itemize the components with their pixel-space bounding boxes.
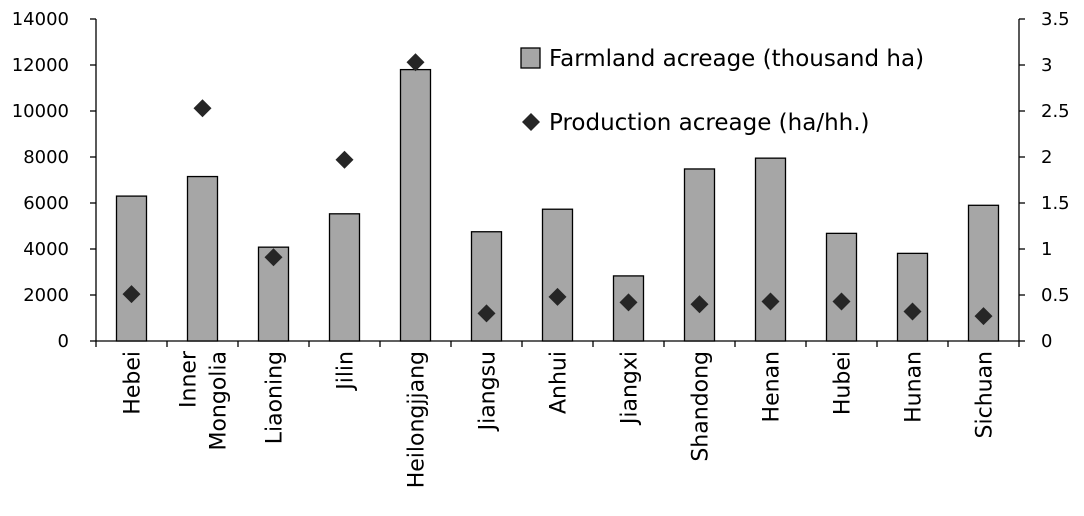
bar-farmland-jiangsu bbox=[470, 231, 503, 342]
bar-farmland-inner-mongolia bbox=[186, 175, 219, 342]
right-tick-label: 3.5 bbox=[1041, 9, 1070, 30]
left-tick-label: 10000 bbox=[12, 101, 69, 122]
bar-farmland-jilin bbox=[328, 213, 361, 342]
left-tick-label: 4000 bbox=[23, 239, 69, 260]
category-label: Inner bbox=[177, 350, 202, 408]
axes-layer: 0 2000 4000 6000 8000 10000 12000 14000 0 0.5 1 1.5… bbox=[12, 9, 1070, 352]
marker-production-heilongjjang bbox=[406, 53, 425, 72]
marker-production-jilin bbox=[335, 150, 354, 169]
bar-farmland-anhui bbox=[541, 208, 574, 342]
category-labels-layer: Hebei Inner Mongolia Liaoning Jilin Heilongjj… bbox=[121, 350, 998, 488]
legend-bar-swatch bbox=[520, 47, 541, 69]
category-label: Sichuan bbox=[973, 351, 998, 438]
bar-farmland-henan bbox=[754, 157, 787, 342]
marker-production-jiangsu bbox=[477, 304, 496, 323]
category-label: Heilongjjang bbox=[405, 351, 430, 488]
left-tick-label: 2000 bbox=[23, 285, 69, 306]
bar-farmland-hebei bbox=[115, 195, 148, 342]
right-tick-label: 1.5 bbox=[1041, 193, 1070, 214]
right-tick-label: 3 bbox=[1041, 55, 1052, 76]
bars-layer bbox=[115, 68, 1000, 342]
category-label: Hubei bbox=[831, 351, 856, 415]
legend-label-production: Production acreage (ha/hh.) bbox=[549, 110, 870, 136]
legend-label-farmland: Farmland acreage (thousand ha) bbox=[549, 46, 924, 72]
bar-farmland-shandong bbox=[683, 168, 716, 342]
left-tick-label: 8000 bbox=[23, 147, 69, 168]
marker-production-anhui bbox=[548, 287, 567, 306]
bar-farmland-hunan bbox=[896, 252, 929, 342]
right-tick-label: 0 bbox=[1041, 331, 1052, 352]
bar-farmland-hubei bbox=[825, 232, 858, 342]
category-label: Henan bbox=[760, 351, 785, 422]
right-tick-label: 2.5 bbox=[1041, 101, 1070, 122]
category-label: Liaoning bbox=[263, 351, 288, 444]
category-label: Jilin bbox=[334, 351, 359, 392]
left-tick-label: 0 bbox=[58, 331, 69, 352]
category-label: Jiangxi bbox=[618, 351, 643, 426]
marker-production-liaoning bbox=[264, 248, 283, 267]
markers-layer bbox=[122, 53, 993, 326]
bar-farmland-heilongjjang bbox=[399, 68, 432, 342]
marker-production-hunan bbox=[903, 302, 922, 321]
right-tick-label: 2 bbox=[1041, 147, 1052, 168]
marker-production-inner-mongolia bbox=[193, 99, 212, 118]
marker-production-hubei bbox=[832, 292, 851, 311]
category-label: Hunan bbox=[902, 351, 927, 423]
left-tick-label: 12000 bbox=[12, 55, 69, 76]
category-label: Anhui bbox=[547, 351, 572, 414]
marker-production-hebei bbox=[122, 285, 141, 304]
marker-production-sichuan bbox=[974, 307, 993, 326]
category-label: Jiangsu bbox=[476, 351, 501, 432]
marker-production-jiangxi bbox=[619, 293, 638, 312]
marker-production-shandong bbox=[690, 295, 709, 314]
marker-production-henan bbox=[761, 292, 780, 311]
category-label: Hebei bbox=[121, 351, 146, 415]
right-tick-label: 1 bbox=[1041, 239, 1052, 260]
right-tick-label: 0.5 bbox=[1041, 285, 1070, 306]
left-tick-label: 14000 bbox=[12, 9, 69, 30]
legend-diamond-marker bbox=[522, 113, 540, 131]
left-tick-label: 6000 bbox=[23, 193, 69, 214]
category-label: Shandong bbox=[689, 351, 714, 462]
category-label: Mongolia bbox=[207, 351, 232, 451]
legend: Farmland acreage (thousand ha) Production… bbox=[520, 46, 924, 136]
